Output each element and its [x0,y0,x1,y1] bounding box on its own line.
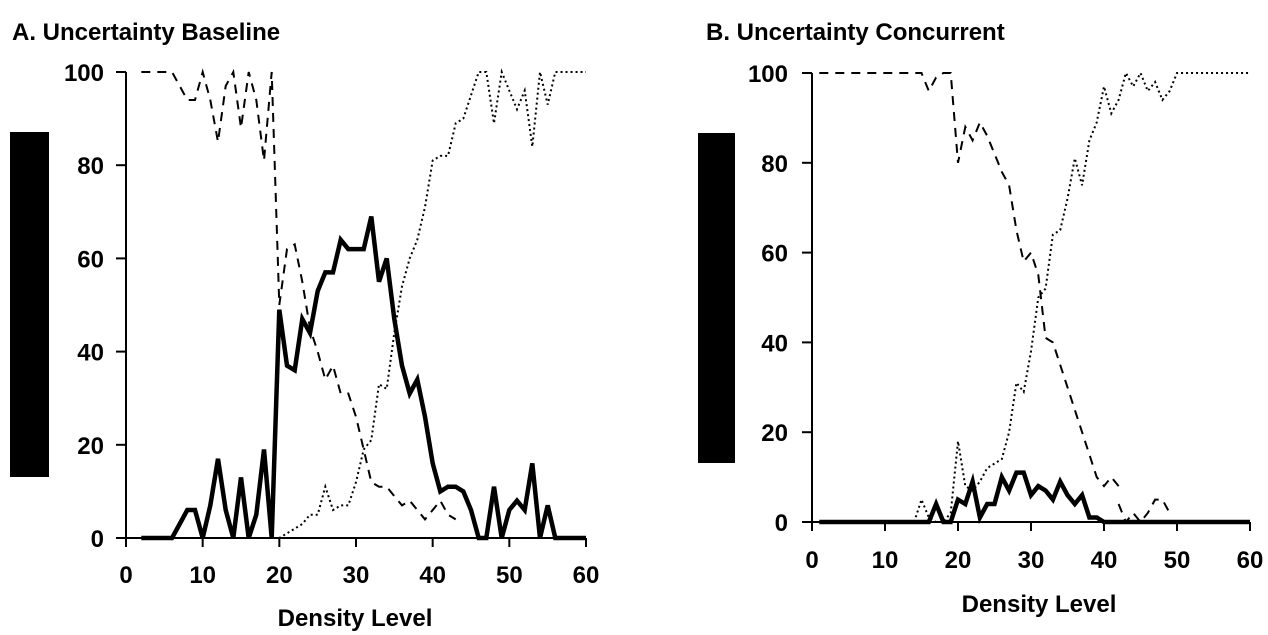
panel-b-series-dashed-3 [1117,498,1171,524]
panel-b-ylabel-redaction [698,133,735,463]
panel-a-y-tick-label: 100 [64,60,104,87]
panel-a-x-tick-label: 30 [343,562,370,589]
panel-b-x-tick-label: 40 [1091,547,1118,574]
panel-a-series-dotted-2 [264,68,586,539]
panel-a-y-tick-label: 80 [77,153,104,180]
panel-a-x-tick-label: 40 [419,562,446,589]
panel-b-series-dashed-1 [819,72,1120,488]
panel-a-xlabel: Density Level [278,605,433,632]
panel-a-y-tick-label: 40 [77,340,104,367]
panel-a-series-dashed-1 [141,68,457,521]
panel-a-x-tick-label: 20 [266,562,293,589]
panel-a-series-solid-0 [141,215,586,541]
panel-b-series [819,70,1250,525]
panel-b-x-tick-label: 30 [1018,547,1045,574]
panel-b-title: B. Uncertainty Concurrent [706,19,1005,46]
panel-b-x-tick-label: 0 [805,547,818,574]
panel-b-y-tick-label: 20 [761,420,788,447]
panel-b-x-tick-label: 20 [945,547,972,574]
panel-a-x-tick-label: 10 [189,562,216,589]
panel-a-series [141,68,586,541]
panel-b-x-tick-label: 60 [1237,547,1264,574]
panel-b-y-tick-label: 0 [775,510,788,537]
panel-a-y-tick-label: 20 [77,433,104,460]
panel-b-x-tick-label: 10 [872,547,899,574]
panel-a-axes: 0 20 40 60 80 100 0 10 20 30 40 50 60 [64,60,599,589]
panel-a-y-tick-label: 60 [77,246,104,273]
panel-b: B. Uncertainty Concurrent 0 20 40 60 80 100 0 1… [698,19,1263,618]
panel-b-y-tick-label: 100 [748,61,788,88]
panel-a-ylabel-redaction [10,132,49,477]
panel-b-series-solid-0 [819,470,1250,525]
panel-a-title: A. Uncertainty Baseline [12,19,280,46]
panel-b-y-tick-label: 40 [761,330,788,357]
panel-b-y-tick-label: 60 [761,241,788,268]
panel-a: A. Uncertainty Baseline 0 20 40 60 80 100 0 10 2… [10,19,599,632]
panel-b-x-tick-label: 50 [1164,547,1191,574]
panel-a-x-tick-label: 50 [496,562,523,589]
panel-b-xlabel: Density Level [962,591,1117,618]
panel-a-y-tick-label: 0 [91,526,104,553]
panel-b-y-tick-label: 80 [761,151,788,178]
panel-b-axes: 0 20 40 60 80 100 0 10 20 30 40 50 60 [748,61,1263,574]
panel-b-series-dotted-2 [913,70,1250,523]
panel-a-x-tick-label: 60 [573,562,600,589]
panel-a-x-tick-label: 0 [119,562,132,589]
